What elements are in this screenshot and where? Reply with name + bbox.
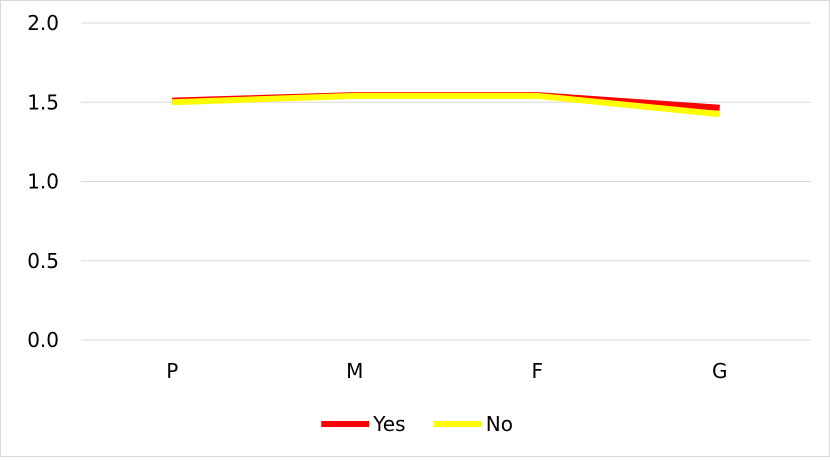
legend-label-yes: Yes xyxy=(372,412,405,436)
y-axis-tick-labels: 0.0 0.5 1.0 1.5 2.0 xyxy=(27,11,59,352)
y-tick-label: 2.0 xyxy=(27,11,59,35)
y-tick-label: 0.0 xyxy=(27,328,59,352)
series-line-no xyxy=(172,92,721,118)
x-tick-label: P xyxy=(166,359,178,383)
x-tick-label: F xyxy=(531,359,543,383)
x-tick-label: M xyxy=(346,359,363,383)
y-tick-label: 0.5 xyxy=(27,249,59,273)
y-tick-label: 1.0 xyxy=(27,170,59,194)
series-lines xyxy=(172,92,721,118)
legend-label-no: No xyxy=(486,412,513,436)
legend: Yes No xyxy=(321,412,513,436)
gridlines xyxy=(81,22,811,341)
x-tick-label: G xyxy=(712,359,728,383)
y-tick-label: 1.5 xyxy=(27,90,59,114)
